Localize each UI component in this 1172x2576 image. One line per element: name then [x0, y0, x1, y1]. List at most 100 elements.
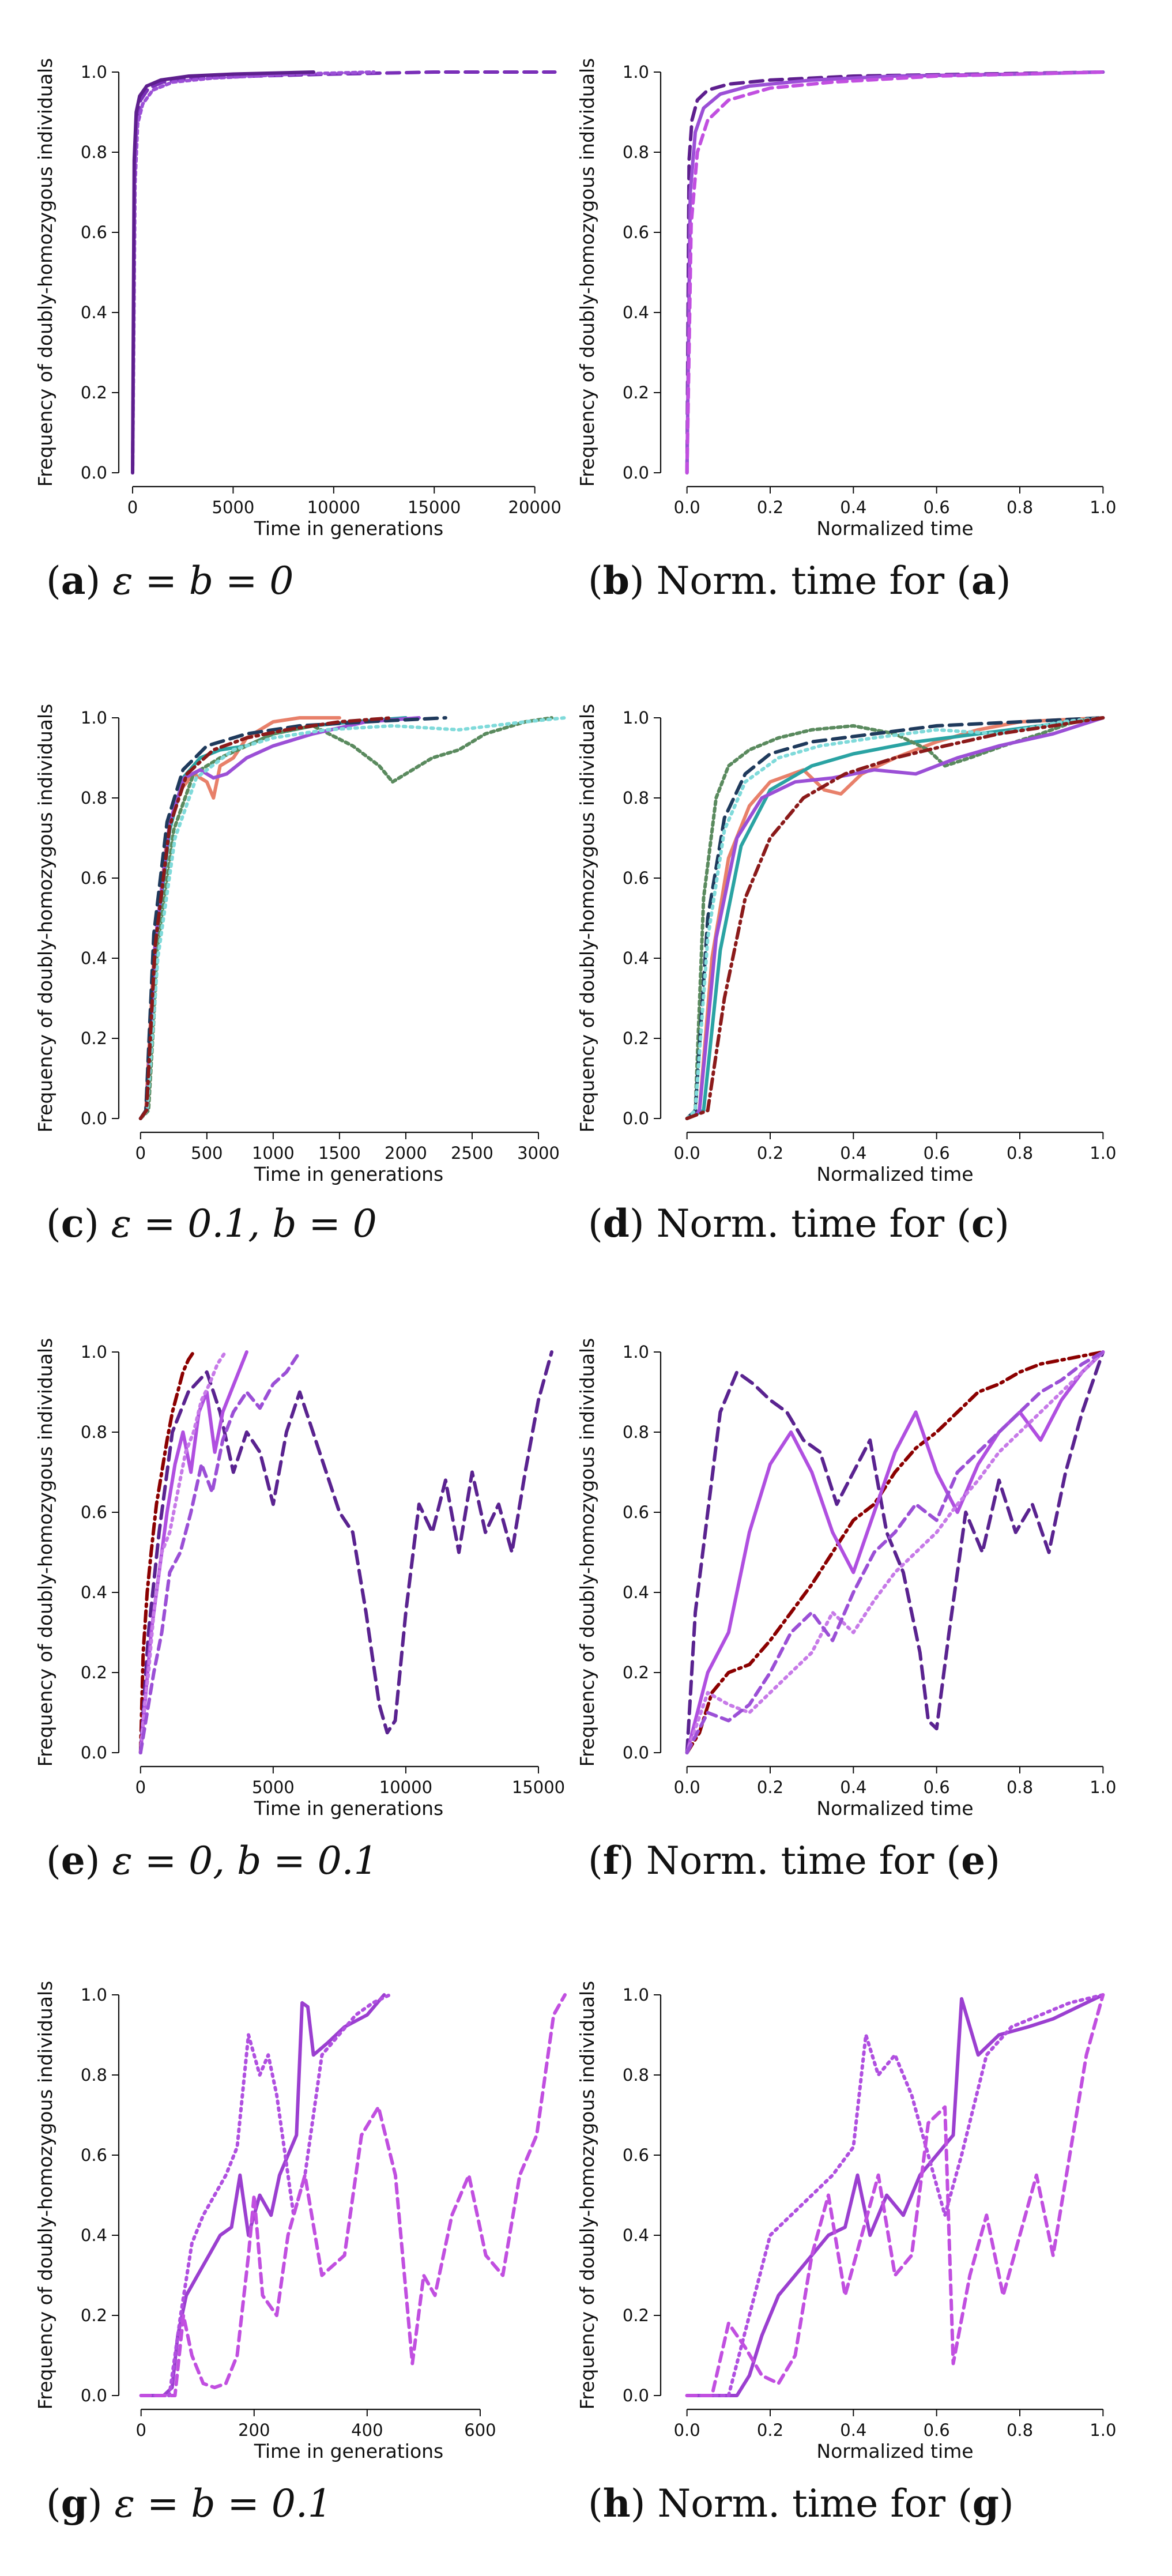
- y-axis-label: Frequency of doubly-homozygous individua…: [34, 704, 56, 1133]
- caption-part: c: [61, 1201, 84, 1246]
- y-tick-label: 0.6: [623, 223, 649, 242]
- x-tick-label: 0.0: [674, 498, 700, 517]
- x-tick-label: 0.4: [840, 2420, 866, 2440]
- x-tick-label: 15000: [512, 1777, 565, 1797]
- x-tick-label: 1.0: [1090, 1777, 1116, 1797]
- series-group: [685, 1993, 1105, 2397]
- y-tick-label: 0.8: [623, 2065, 649, 2085]
- y-tick-label: 0.4: [81, 1583, 107, 1602]
- series-group: [685, 1350, 1105, 1754]
- caption-part: ): [999, 2481, 1014, 2526]
- y-tick-label: 0.0: [623, 2386, 649, 2405]
- x-tick-label: 0.6: [924, 1143, 950, 1163]
- y-tick-label: 0.0: [81, 463, 107, 483]
- caption-part: Norm. time for (: [657, 2481, 972, 2526]
- caption-part: g: [61, 2481, 88, 2526]
- x-tick-label: 0.4: [840, 1777, 866, 1797]
- x-tick-label: 200: [238, 2420, 270, 2440]
- y-tick-label: 0.0: [81, 2386, 107, 2405]
- y-tick-label: 0.4: [623, 303, 649, 322]
- series-run-5: [685, 1350, 1105, 1754]
- series-run-7: [685, 716, 1105, 1120]
- y-tick-label: 0.0: [81, 1109, 107, 1128]
- x-tick-label: 0.2: [757, 2420, 783, 2440]
- y-tick-label: 0.8: [623, 142, 649, 162]
- series-run-2: [139, 1993, 392, 2397]
- series-run-1: [138, 716, 341, 1120]
- x-tick-label: 10000: [379, 1777, 432, 1797]
- caption-part: a: [61, 558, 86, 603]
- y-tick-label: 0.4: [81, 948, 107, 968]
- y-tick-label: 0.8: [623, 1422, 649, 1442]
- y-tick-label: 0.8: [81, 2065, 107, 2085]
- x-tick-label: 1000: [252, 1143, 295, 1163]
- y-tick-label: 0.6: [623, 868, 649, 888]
- x-tick-label: 0.8: [1007, 1777, 1033, 1797]
- caption-part: ε = b = 0: [112, 559, 293, 603]
- panel-f: 0.0 0.2 0.4 0.6 0.8 1.0 0.0 0.2 0.4 0.6 0.8 1.0 Norm…: [576, 1338, 1116, 1820]
- x-tick-label: 0.4: [840, 498, 866, 517]
- y-tick-label: 1.0: [623, 62, 649, 82]
- x-tick-label: 0.2: [757, 1143, 783, 1163]
- x-tick-label: 10000: [307, 498, 360, 517]
- series-run-2: [685, 716, 1105, 1120]
- y-axis-label: Frequency of doubly-homozygous individua…: [34, 1981, 56, 2410]
- panel-h: 0.0 0.2 0.4 0.6 0.8 1.0 0.0 0.2 0.4 0.6 0.8 1.0 Norm…: [576, 1981, 1116, 2462]
- caption-part: Norm. time for (: [657, 1202, 971, 1246]
- y-tick-label: 0.8: [623, 788, 649, 808]
- caption-part: e: [961, 1838, 985, 1883]
- panel-c: 0.0 0.2 0.4 0.6 0.8 1.0 0 500 1000 1500 2000 2500 30…: [34, 704, 567, 1185]
- series-run-2: [685, 70, 1105, 474]
- y-axis-label: Frequency of doubly-homozygous individua…: [576, 704, 598, 1133]
- y-tick-label: 0.2: [81, 1029, 107, 1048]
- series-run-4: [685, 716, 1105, 1120]
- x-tick-label: 20000: [508, 498, 561, 517]
- series-run-3: [685, 1350, 1105, 1754]
- panel-e: 0.0 0.2 0.4 0.6 0.8 1.0 0 5000 10000 15000 Time in…: [34, 1338, 565, 1820]
- series-run-2: [138, 1350, 553, 1754]
- caption-part: h: [603, 2481, 631, 2526]
- y-tick-label: 1.0: [623, 1985, 649, 2005]
- panel-g: 0.0 0.2 0.4 0.6 0.8 1.0 0 200 400 600 Time in gene…: [34, 1981, 567, 2462]
- caption-b: (b) Norm. time for (a): [588, 558, 1011, 603]
- caption-part: ε = 0.1, b = 0: [111, 1202, 377, 1246]
- x-tick-label: 0: [135, 1777, 146, 1797]
- y-tick-label: 0.6: [623, 1502, 649, 1522]
- x-tick-label: 3000: [517, 1143, 560, 1163]
- panel-d: 0.0 0.2 0.4 0.6 0.8 1.0 0.0 0.2 0.4 0.6 0.8 1.0 Norm…: [576, 704, 1116, 1185]
- y-tick-label: 0.4: [623, 948, 649, 968]
- x-tick-label: 0.8: [1007, 2420, 1033, 2440]
- x-tick-label: 600: [464, 2420, 496, 2440]
- caption-part: g: [973, 2481, 999, 2526]
- series-group: [131, 70, 557, 474]
- y-tick-label: 1.0: [81, 1985, 107, 2005]
- x-tick-label: 0.6: [924, 2420, 950, 2440]
- y-tick-label: 0.6: [81, 223, 107, 242]
- series-run-7: [138, 716, 394, 1120]
- panel-a: 0.0 0.2 0.4 0.6 0.8 1.0 0 5000 10000 15000 20000 Ti…: [34, 58, 561, 540]
- x-tick-label: 5000: [212, 498, 255, 517]
- caption-part: f: [603, 1838, 621, 1883]
- x-tick-label: 0.2: [757, 498, 783, 517]
- x-axis-label: Time in generations: [254, 1797, 444, 1820]
- series-group: [138, 716, 567, 1120]
- series-run-2: [685, 1993, 1105, 2397]
- y-tick-label: 0.6: [81, 2145, 107, 2165]
- x-axis-label: Normalized time: [816, 2440, 973, 2462]
- y-tick-label: 0.2: [81, 1663, 107, 1682]
- x-tick-label: 1.0: [1090, 1143, 1116, 1163]
- series-run-5: [138, 1350, 302, 1754]
- caption-part: d: [603, 1201, 630, 1246]
- x-tick-label: 0: [127, 498, 138, 517]
- x-tick-label: 0.0: [674, 1143, 700, 1163]
- y-tick-label: 1.0: [81, 62, 107, 82]
- series-run-1: [138, 1350, 195, 1754]
- caption-c: (c) ε = 0.1, b = 0: [46, 1201, 377, 1246]
- y-tick-label: 0.2: [81, 383, 107, 402]
- x-tick-label: 0: [135, 1143, 146, 1163]
- series-run-1: [685, 1993, 1105, 2397]
- caption-f: (f) Norm. time for (e): [588, 1838, 1000, 1883]
- caption-part: ε = 0, b = 0.1: [112, 1839, 378, 1883]
- series-run-1: [131, 70, 557, 474]
